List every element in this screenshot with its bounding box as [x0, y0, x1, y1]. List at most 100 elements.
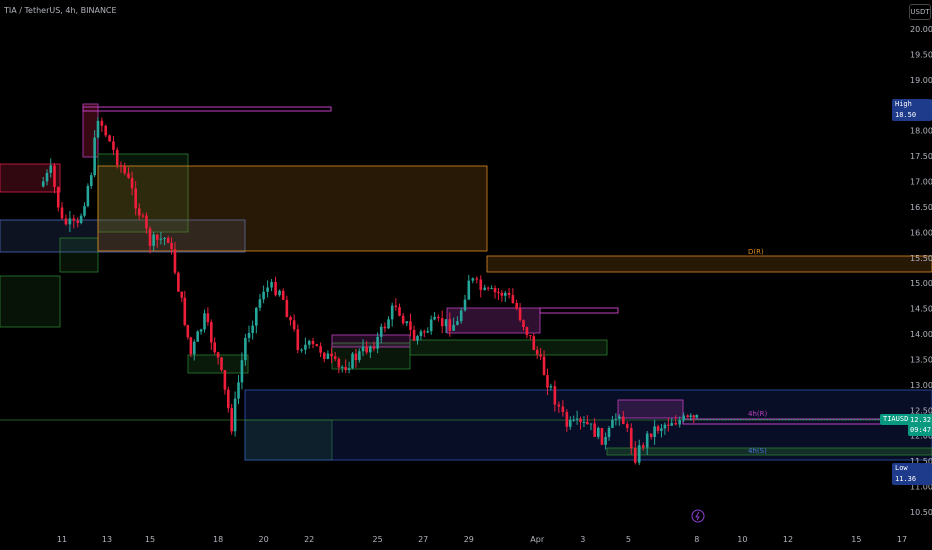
zone-green-4hs	[606, 447, 932, 456]
x-tick-label: 18	[213, 535, 223, 544]
candle	[597, 427, 600, 437]
candle	[155, 234, 159, 240]
candle	[130, 177, 134, 189]
last-price-tag: 12.32 09:47	[908, 414, 932, 436]
y-tick-label: 13.50	[910, 355, 932, 364]
candle	[539, 354, 542, 357]
candle	[189, 337, 193, 355]
x-tick-label: 20	[259, 535, 269, 544]
candle	[532, 336, 536, 350]
candle	[614, 418, 618, 420]
candle	[173, 249, 177, 273]
high-tag: High 18.50	[892, 99, 932, 121]
candle	[365, 346, 368, 353]
candle	[53, 165, 56, 188]
candle	[123, 166, 127, 174]
zone-green-left	[0, 275, 61, 328]
candle	[486, 287, 490, 289]
candle	[689, 415, 693, 417]
candle	[304, 344, 307, 350]
candle	[266, 287, 269, 292]
candle	[621, 416, 625, 425]
x-tick-label: 29	[464, 535, 474, 544]
candle	[589, 423, 593, 425]
candle	[177, 272, 180, 292]
candle	[89, 175, 93, 186]
candle	[686, 415, 689, 417]
candle	[553, 386, 557, 405]
y-tick-label: 13.00	[910, 381, 932, 390]
candle	[493, 287, 497, 293]
candle	[186, 325, 190, 338]
candle	[682, 415, 685, 421]
candle	[518, 308, 522, 321]
y-tick-label: 16.00	[910, 228, 932, 237]
candle	[340, 366, 344, 368]
candle	[579, 418, 582, 423]
low-tag: Low 11.36	[892, 463, 932, 485]
candle	[593, 423, 596, 437]
candle	[159, 238, 163, 240]
zones-layer	[0, 103, 932, 461]
candle	[315, 344, 319, 347]
x-tick-label: 15	[145, 535, 155, 544]
candle	[678, 420, 681, 425]
candle	[337, 358, 341, 368]
currency-button[interactable]: USDT	[909, 4, 931, 20]
candle	[416, 336, 419, 341]
candle	[459, 310, 463, 322]
candle	[607, 427, 611, 437]
symbol-header[interactable]: TIA / TetherUS, 4h, BINANCE	[4, 6, 117, 15]
countdown: 09:47	[910, 426, 932, 434]
event-icon	[691, 509, 705, 523]
candle	[695, 414, 699, 418]
candle	[379, 326, 383, 337]
candle	[497, 292, 500, 294]
candle	[483, 287, 487, 291]
candle	[467, 280, 471, 300]
candle	[390, 305, 394, 320]
x-tick-label: 10	[737, 535, 747, 544]
candle	[292, 320, 296, 330]
candle	[347, 368, 351, 370]
candle	[600, 427, 604, 445]
candle	[326, 353, 330, 359]
candle	[148, 228, 152, 246]
zone-green-mid	[97, 153, 189, 233]
low-value: 11.36	[895, 475, 917, 483]
candle	[387, 319, 390, 329]
overlay-layer: D(R) 4h(R) 4h(S)	[691, 248, 880, 523]
candle	[637, 445, 641, 463]
candle	[515, 302, 518, 309]
y-tick-label: 14.50	[910, 305, 932, 314]
zone-orange-right	[486, 255, 932, 273]
candle	[674, 423, 678, 425]
candle	[296, 329, 300, 350]
candle	[452, 324, 455, 331]
candle	[223, 370, 227, 390]
candle	[134, 188, 137, 209]
candle	[692, 415, 696, 418]
candle	[617, 416, 621, 419]
candle	[258, 299, 262, 308]
candle	[437, 316, 440, 319]
time-axis: 11 13 15 18 20 22 25 27 29 Apr 3 5 8 10 12 15 17	[57, 535, 907, 544]
candle	[561, 406, 565, 413]
candle	[100, 120, 104, 126]
y-tick-label: 20.00	[910, 25, 932, 34]
candle	[633, 448, 637, 463]
candle	[645, 433, 649, 448]
candle	[145, 215, 148, 229]
candle	[226, 389, 230, 409]
candle	[568, 419, 572, 427]
candle	[529, 335, 532, 337]
candle	[244, 337, 247, 361]
candle	[307, 340, 311, 345]
candle	[56, 187, 60, 208]
y-tick-label: 17.00	[910, 178, 932, 187]
y-tick-label: 10.50	[910, 508, 932, 517]
candle	[344, 366, 347, 370]
candle	[203, 313, 206, 330]
zone-green-small	[59, 237, 99, 273]
